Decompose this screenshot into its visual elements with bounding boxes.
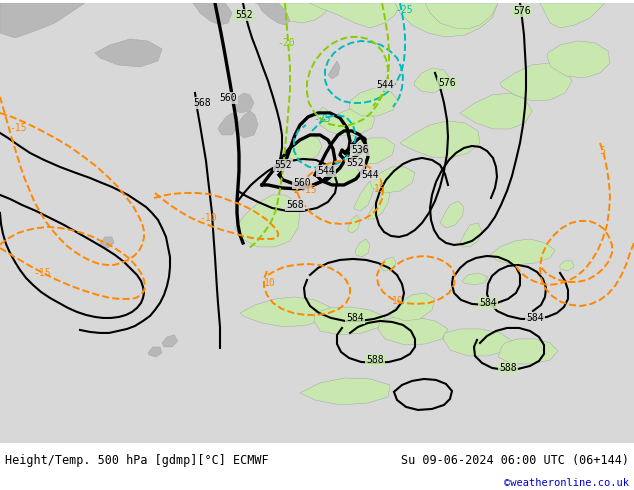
Polygon shape [236, 111, 258, 138]
Polygon shape [440, 201, 464, 228]
Polygon shape [370, 167, 415, 193]
Text: Su 09-06-2024 06:00 UTC (06+144): Su 09-06-2024 06:00 UTC (06+144) [401, 454, 629, 467]
Polygon shape [328, 61, 340, 79]
Text: 584: 584 [479, 298, 497, 308]
Text: 584: 584 [346, 313, 364, 323]
Text: -25: -25 [313, 114, 331, 124]
Polygon shape [378, 317, 448, 345]
Text: -25: -25 [395, 5, 413, 15]
Polygon shape [490, 239, 555, 265]
Polygon shape [320, 109, 375, 136]
Polygon shape [193, 3, 232, 25]
Text: 588: 588 [366, 355, 384, 365]
Text: 576: 576 [438, 78, 456, 88]
Polygon shape [218, 113, 238, 135]
Polygon shape [500, 63, 572, 101]
Text: 536: 536 [351, 145, 369, 155]
Polygon shape [310, 3, 400, 28]
Polygon shape [380, 257, 396, 271]
Polygon shape [349, 88, 398, 116]
Polygon shape [400, 121, 480, 158]
Polygon shape [547, 41, 610, 78]
Text: -15: -15 [9, 123, 27, 133]
Text: 15: 15 [374, 184, 386, 194]
Polygon shape [255, 3, 332, 23]
Polygon shape [162, 335, 178, 347]
Text: 588: 588 [499, 363, 517, 373]
Polygon shape [462, 273, 488, 285]
Polygon shape [300, 378, 390, 405]
Polygon shape [368, 191, 390, 219]
Polygon shape [395, 3, 498, 37]
Polygon shape [390, 293, 435, 321]
Polygon shape [355, 239, 370, 257]
Polygon shape [425, 3, 498, 29]
Polygon shape [148, 347, 162, 357]
Text: 568: 568 [193, 98, 211, 108]
Text: -20: -20 [277, 38, 295, 48]
Polygon shape [354, 181, 375, 211]
Text: -10: -10 [199, 213, 217, 223]
Text: 568: 568 [286, 200, 304, 210]
Polygon shape [0, 3, 85, 38]
Polygon shape [240, 297, 330, 327]
Polygon shape [327, 163, 360, 185]
Text: 5: 5 [599, 146, 605, 156]
Polygon shape [95, 39, 162, 67]
Text: 552: 552 [235, 10, 253, 20]
Text: 560: 560 [293, 178, 311, 188]
Polygon shape [340, 138, 395, 165]
Text: 544: 544 [376, 80, 394, 90]
Text: 10: 10 [264, 278, 276, 288]
Text: 576: 576 [513, 6, 531, 16]
Text: 544: 544 [361, 170, 378, 180]
Polygon shape [316, 107, 328, 118]
Text: -15: -15 [299, 185, 317, 195]
Polygon shape [540, 3, 605, 28]
Polygon shape [560, 261, 574, 271]
Text: 584: 584 [526, 313, 544, 323]
Polygon shape [443, 329, 512, 356]
Polygon shape [285, 135, 322, 161]
Polygon shape [314, 307, 385, 335]
Text: ©weatheronline.co.uk: ©weatheronline.co.uk [504, 478, 629, 488]
Polygon shape [498, 339, 558, 364]
Polygon shape [460, 223, 482, 247]
Text: 552: 552 [346, 158, 364, 168]
Text: 560: 560 [219, 93, 237, 103]
Polygon shape [258, 3, 290, 25]
Polygon shape [460, 93, 532, 129]
Polygon shape [414, 68, 450, 93]
Text: 544: 544 [317, 166, 335, 176]
Polygon shape [232, 93, 254, 113]
Text: Height/Temp. 500 hPa [gdmp][°C] ECMWF: Height/Temp. 500 hPa [gdmp][°C] ECMWF [5, 454, 269, 467]
Polygon shape [348, 215, 360, 233]
Text: 552: 552 [274, 160, 292, 170]
Text: 10: 10 [392, 296, 404, 306]
Polygon shape [235, 195, 300, 247]
Polygon shape [100, 237, 114, 248]
Text: -15: -15 [33, 268, 51, 278]
